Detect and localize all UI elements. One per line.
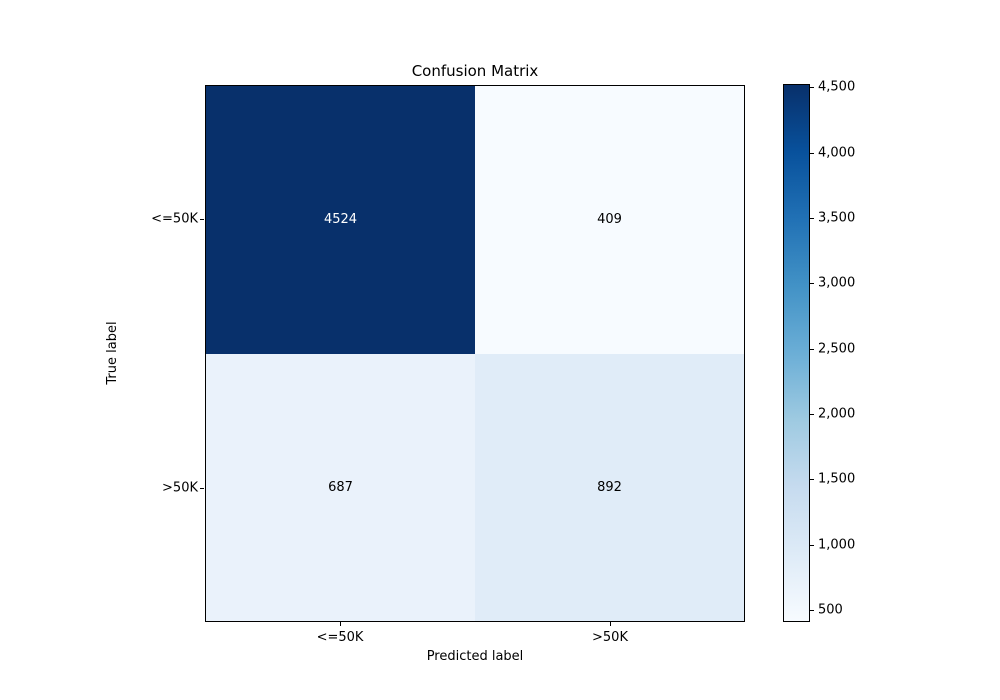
x-axis-label: Predicted label bbox=[426, 649, 524, 664]
matrix-cell: 409 bbox=[475, 86, 744, 354]
colorbar-tick-mark bbox=[810, 544, 814, 546]
colorbar-tick-mark bbox=[810, 413, 814, 415]
colorbar-tick-label: 1,000 bbox=[818, 537, 856, 553]
colorbar-tick-label: 3,000 bbox=[818, 275, 856, 291]
y-tick-label: <=50K bbox=[151, 211, 198, 227]
colorbar-tick-mark bbox=[810, 87, 814, 89]
colorbar-tick-label: 2,000 bbox=[818, 406, 856, 422]
colorbar-tick-mark bbox=[810, 217, 814, 219]
colorbar-tick-label: 1,500 bbox=[818, 471, 856, 487]
cell-value: 409 bbox=[597, 212, 622, 228]
y-axis-label: True label bbox=[105, 321, 120, 385]
cell-value: 4524 bbox=[323, 212, 358, 228]
y-tick-mark bbox=[200, 487, 204, 489]
matrix-cell: 892 bbox=[475, 353, 744, 621]
colorbar-tick-label: 4,000 bbox=[818, 145, 856, 160]
colorbar-tick-mark bbox=[810, 479, 814, 481]
colorbar-tick-label: 500 bbox=[818, 602, 843, 618]
cell-value: 892 bbox=[597, 479, 622, 495]
x-tick-mark bbox=[340, 622, 341, 626]
chart-title: Confusion Matrix bbox=[411, 62, 539, 80]
y-tick-mark bbox=[200, 219, 204, 221]
x-tick-mark bbox=[610, 622, 611, 626]
colorbar-tick-mark bbox=[810, 610, 814, 612]
matrix-cell: 4524 bbox=[206, 86, 475, 354]
y-tick-label: >50K bbox=[162, 480, 198, 496]
heatmap-plot-area: 4524 409 687 892 bbox=[205, 85, 745, 622]
colorbar-tick-label: 4,500 bbox=[818, 79, 856, 95]
colorbar-tick-label: 3,500 bbox=[818, 210, 856, 226]
matrix-cell: 687 bbox=[206, 353, 475, 621]
colorbar-tick-mark bbox=[810, 283, 814, 285]
x-tick-label: <=50K bbox=[316, 630, 364, 645]
colorbar-tick-mark bbox=[810, 348, 814, 350]
cell-value: 687 bbox=[328, 479, 353, 495]
colorbar-tick-mark bbox=[810, 152, 814, 154]
colorbar bbox=[783, 84, 810, 622]
x-tick-label: >50K bbox=[592, 630, 628, 645]
colorbar-tick-label: 2,500 bbox=[818, 341, 856, 357]
